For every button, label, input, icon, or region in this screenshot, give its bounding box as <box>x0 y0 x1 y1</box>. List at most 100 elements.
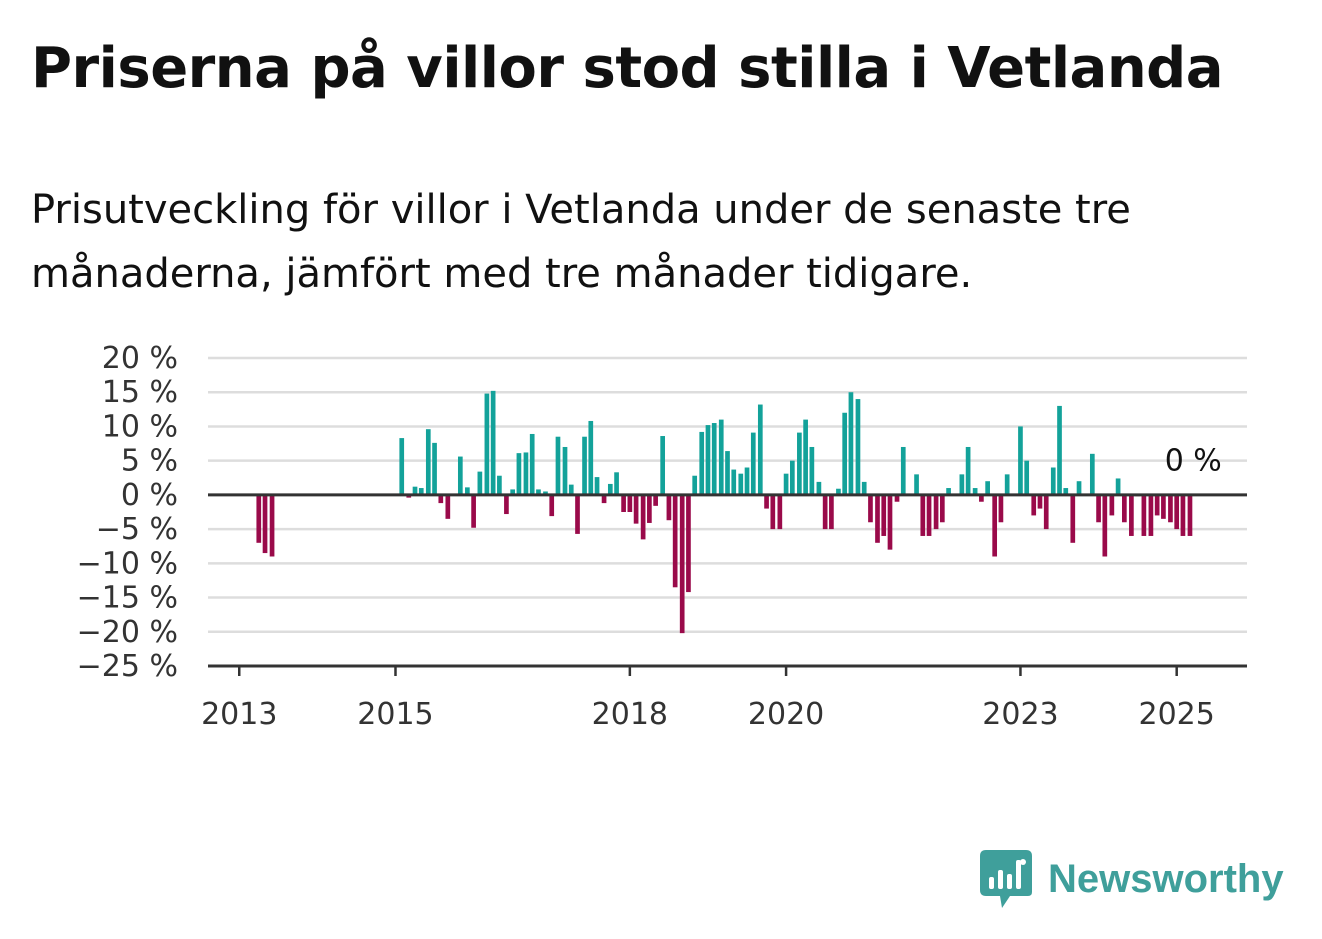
bar <box>1089 453 1095 495</box>
chart-subtitle: Prisutveckling för villor i Vetlanda und… <box>31 187 1131 297</box>
bar <box>777 494 783 530</box>
y-tick-label: −25 % <box>77 649 178 684</box>
bar <box>582 436 587 495</box>
x-tick-label: 2015 <box>357 697 433 732</box>
bar <box>789 460 795 495</box>
bar <box>432 442 437 495</box>
bar <box>887 494 893 550</box>
bar <box>920 494 926 536</box>
bar <box>1037 494 1043 509</box>
bar <box>1174 494 1180 530</box>
bar <box>549 494 555 517</box>
y-tick-label: −10 % <box>77 546 178 581</box>
bar <box>672 494 678 588</box>
bar <box>601 494 607 504</box>
bar <box>1154 494 1160 516</box>
bar <box>471 494 476 528</box>
bar <box>750 432 756 495</box>
bar <box>881 494 887 536</box>
bar <box>1031 494 1037 516</box>
bar <box>926 494 932 536</box>
bar <box>985 481 990 495</box>
bar <box>425 429 431 495</box>
bar <box>1018 426 1023 495</box>
bar <box>686 494 691 593</box>
bar <box>1161 494 1166 519</box>
y-tick-label: −15 % <box>77 581 178 616</box>
x-tick-label: 2023 <box>982 697 1058 732</box>
bar <box>797 432 802 495</box>
y-tick-label: −20 % <box>77 615 178 650</box>
bar <box>653 494 658 506</box>
bar <box>933 494 939 530</box>
y-tick-label: −5 % <box>96 512 178 547</box>
bar <box>1024 460 1030 495</box>
bar <box>894 494 900 502</box>
bar <box>725 451 730 495</box>
bar <box>738 473 744 495</box>
bar <box>848 392 854 495</box>
bar <box>900 446 906 495</box>
bar <box>783 473 789 495</box>
bar <box>1050 467 1056 495</box>
bar <box>1004 474 1010 495</box>
bar <box>510 489 516 495</box>
bar <box>855 399 861 495</box>
x-tick-label: 2018 <box>592 697 668 732</box>
bar <box>692 475 698 495</box>
bar <box>868 494 873 523</box>
bar <box>914 474 919 495</box>
bar <box>490 390 496 495</box>
bar <box>633 494 639 524</box>
axes <box>208 493 1247 676</box>
bar <box>842 412 848 495</box>
bar <box>946 488 951 495</box>
bar <box>1180 494 1186 536</box>
bar <box>972 488 978 495</box>
bar <box>770 494 776 530</box>
bar <box>1168 494 1173 523</box>
bar <box>1076 481 1082 495</box>
bar <box>497 475 502 495</box>
bar <box>757 404 763 495</box>
bar <box>979 494 984 502</box>
bar <box>875 494 880 543</box>
bar <box>1063 488 1069 495</box>
bar <box>621 494 626 512</box>
y-tick-label: 10 % <box>102 409 178 444</box>
bar <box>764 494 769 509</box>
bar <box>588 420 594 495</box>
bar <box>568 484 574 495</box>
newsworthy-brand: Newsworthy <box>980 850 1284 908</box>
bar <box>1148 494 1154 536</box>
bar <box>699 431 705 495</box>
x-tick-label: 2025 <box>1139 697 1215 732</box>
bar <box>438 494 444 504</box>
bar <box>262 494 268 554</box>
bar <box>607 483 613 495</box>
y-tick-label: 15 % <box>102 375 178 410</box>
end-value-label: 0 % <box>1165 444 1222 479</box>
bar <box>939 494 945 523</box>
bar <box>457 456 463 495</box>
bar <box>562 446 568 495</box>
bar <box>1187 494 1193 536</box>
bar <box>660 436 666 495</box>
x-tick-label: 2013 <box>201 697 277 732</box>
bar <box>1115 478 1121 495</box>
newsworthy-logo-icon <box>980 850 1032 908</box>
bar <box>718 419 724 495</box>
bar <box>1057 405 1062 495</box>
bar <box>679 494 685 634</box>
bar <box>1102 494 1108 557</box>
bar <box>477 471 483 495</box>
bar <box>269 494 275 557</box>
bar <box>965 446 971 495</box>
bar <box>829 494 834 530</box>
y-tick-label: 0 % <box>121 478 178 513</box>
bar <box>822 494 828 530</box>
bar <box>744 467 750 495</box>
bar <box>711 423 717 495</box>
bar <box>484 393 490 495</box>
bar <box>256 494 262 543</box>
